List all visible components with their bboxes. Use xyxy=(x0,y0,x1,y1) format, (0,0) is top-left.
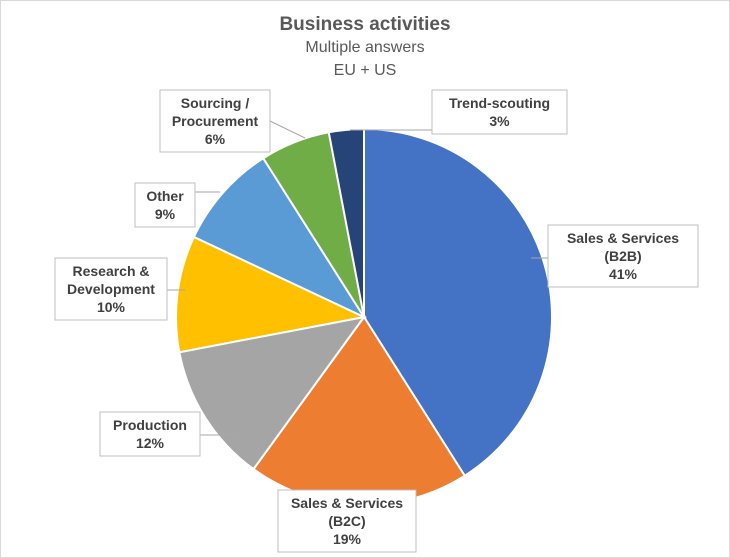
data-label-value: 6% xyxy=(205,131,226,147)
data-label-category: Production xyxy=(113,417,187,433)
data-label-category: Other xyxy=(146,188,184,204)
data-label-value: 19% xyxy=(333,531,362,547)
pie-slice xyxy=(192,156,367,320)
data-label-box xyxy=(54,257,168,321)
chart-subtitle-region: EU + US xyxy=(333,62,397,79)
chart-subtitle: Multiple answers xyxy=(305,39,425,56)
data-label-category: Procurement xyxy=(172,113,259,129)
data-label-value: 41% xyxy=(609,266,638,282)
data-label-category: Research & xyxy=(72,263,149,279)
data-label-category: (B2C) xyxy=(328,513,365,529)
data-label-box xyxy=(159,89,271,153)
data-label-value: 12% xyxy=(136,435,165,451)
data-label-box xyxy=(431,89,568,135)
leader-line xyxy=(269,120,306,139)
data-label-box xyxy=(134,182,196,228)
data-label-value: 10% xyxy=(97,299,126,315)
data-label-value: 9% xyxy=(155,206,176,222)
data-label-category: Sourcing / xyxy=(181,95,250,111)
data-label-box xyxy=(99,411,201,457)
pie-slice xyxy=(175,235,368,354)
pie-slice xyxy=(327,127,365,318)
data-label-box xyxy=(547,224,699,288)
pie-slice xyxy=(363,127,553,478)
data-label-category: Sales & Services xyxy=(291,495,403,511)
data-label-category: Development xyxy=(67,281,155,297)
data-label-box xyxy=(277,489,417,553)
chart-title: Business activities xyxy=(279,14,451,35)
data-label-category: Trend-scouting xyxy=(449,95,550,111)
pie-slice xyxy=(178,315,367,471)
data-label-category: Sales & Services xyxy=(567,230,679,246)
data-label-category: (B2B) xyxy=(604,248,641,264)
data-label-value: 3% xyxy=(489,113,510,129)
